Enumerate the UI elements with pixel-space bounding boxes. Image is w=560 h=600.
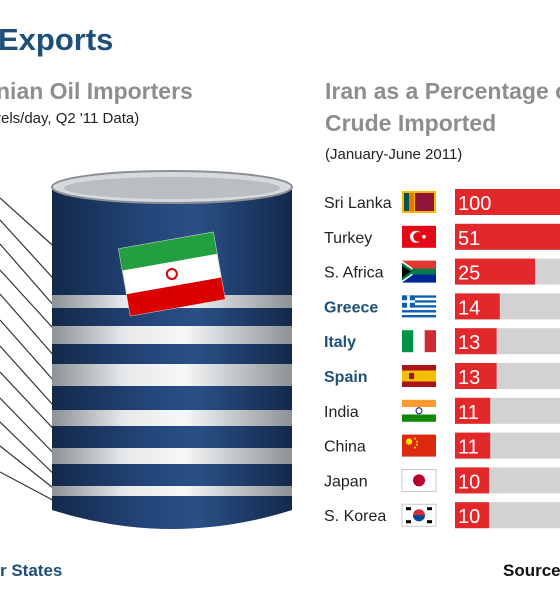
barrel-body	[52, 171, 292, 529]
bar	[455, 189, 560, 215]
data-label: 100	[458, 193, 491, 215]
footer-left-label: r States	[0, 561, 63, 580]
bar-row: Spain 13	[324, 363, 560, 389]
category-label: Sri Lanka	[324, 195, 392, 212]
right-chart-title-line1: Iran as a Percentage of	[325, 78, 560, 104]
category-label: China	[324, 439, 366, 456]
flag-spain-icon	[402, 365, 436, 387]
flag-china-icon	[402, 434, 436, 457]
oil-barrel-illustration	[0, 170, 293, 529]
bar	[455, 328, 497, 355]
data-label: 10	[458, 506, 480, 528]
iran-percentage-bar-chart: Sri Lanka 100 Turkey 51 S. Africa 25 Greece 14 I…	[324, 189, 560, 529]
data-label: 14	[458, 297, 480, 319]
data-label: 11	[458, 402, 479, 424]
bar	[455, 397, 491, 424]
flag-japan-icon	[401, 468, 437, 492]
bar	[455, 223, 560, 250]
bar	[455, 502, 489, 529]
left-chart-subtitle: rels/day, Q2 '11 Data)	[0, 110, 140, 127]
bar	[455, 363, 497, 389]
bar-row: Sri Lanka 100	[324, 189, 560, 215]
flag-india-icon	[402, 399, 436, 422]
flag-italy-icon	[402, 330, 436, 353]
data-label: 51	[458, 228, 480, 250]
flag-sri-lanka-icon	[402, 191, 436, 213]
left-chart-title: nian Oil Importers	[0, 78, 193, 104]
right-chart-subtitle: (January-June 2011)	[325, 146, 463, 163]
bar	[455, 467, 489, 494]
bar-row: Turkey 51	[324, 223, 560, 250]
bar-row: China 11	[324, 432, 560, 459]
data-label: 13	[458, 367, 480, 389]
category-label: Greece	[324, 299, 378, 316]
bar	[455, 258, 535, 285]
page-title: Exports	[0, 22, 114, 57]
data-label: 25	[458, 263, 480, 285]
bar-row: Japan 10	[324, 467, 560, 494]
category-label: India	[324, 404, 359, 421]
barrel-lid-inner	[64, 177, 280, 199]
category-label: Turkey	[324, 230, 372, 247]
category-label: Spain	[324, 369, 368, 386]
data-label: 13	[458, 332, 480, 354]
bar-row: S. Africa 25	[324, 258, 560, 285]
flag-south-africa-icon	[402, 260, 436, 283]
flag-iran-icon	[118, 231, 226, 317]
category-label: S. Africa	[324, 265, 384, 282]
bar-row: Greece 14	[324, 293, 560, 320]
category-label: S. Korea	[324, 508, 386, 525]
bar	[455, 432, 491, 459]
flag-turkey-icon	[402, 225, 436, 248]
flag-south-korea-icon	[401, 503, 437, 527]
data-label: 10	[458, 471, 480, 493]
leader-lines	[0, 197, 63, 506]
category-label: Italy	[324, 334, 356, 351]
right-chart-title-line2: Crude Imported	[325, 110, 497, 136]
flag-greece-icon	[402, 295, 436, 318]
bar-row: S. Korea 10	[324, 502, 560, 529]
bar	[455, 293, 500, 320]
source-label: Source	[503, 561, 560, 580]
bar-row: India 11	[324, 397, 560, 424]
bar-row: Italy 13	[324, 328, 560, 355]
category-label: Japan	[324, 473, 368, 490]
data-label: 11	[458, 437, 479, 459]
